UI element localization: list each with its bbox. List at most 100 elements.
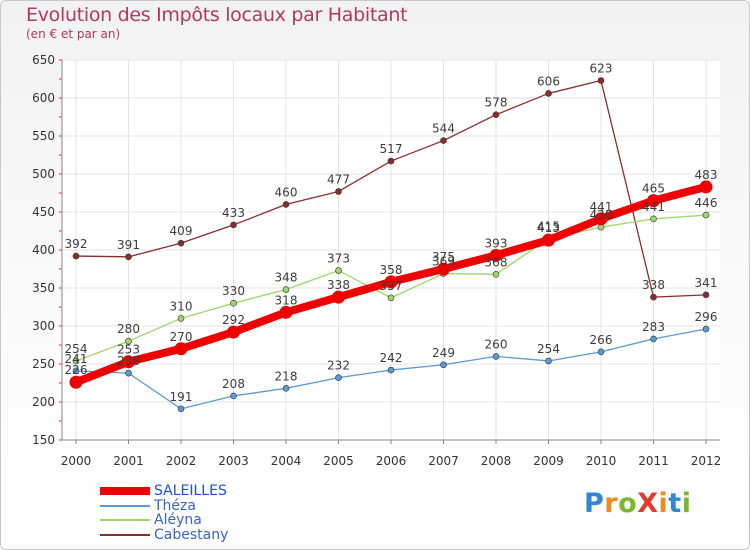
data-label-cabestany: 341 bbox=[695, 276, 718, 290]
data-label-aleyna: 369 bbox=[432, 255, 455, 269]
data-point-saleilles bbox=[489, 248, 503, 262]
data-label-theza: 218 bbox=[275, 369, 298, 383]
data-label-theza: 191 bbox=[170, 390, 193, 404]
data-point-theza bbox=[335, 374, 342, 381]
data-label-aleyna: 446 bbox=[695, 196, 718, 210]
data-point-saleilles bbox=[384, 275, 398, 289]
legend-label: Aléyna bbox=[154, 512, 202, 528]
x-tick-label: 2009 bbox=[533, 454, 564, 468]
data-point-theza bbox=[440, 361, 447, 369]
data-label-saleilles: 375 bbox=[432, 250, 455, 264]
x-tick-label: 2011 bbox=[638, 454, 669, 468]
data-point-saleilles bbox=[594, 212, 608, 226]
data-label-cabestany: 391 bbox=[117, 238, 140, 252]
x-tick-label: 2001 bbox=[113, 454, 144, 468]
data-point-cabestany bbox=[177, 239, 185, 247]
data-label-saleilles: 465 bbox=[642, 182, 665, 196]
y-tick-label: 300 bbox=[32, 319, 55, 333]
data-label-theza: 241 bbox=[65, 352, 88, 366]
data-label-theza: 296 bbox=[695, 310, 718, 324]
y-tick-label: 200 bbox=[32, 395, 55, 409]
data-label-aleyna: 430 bbox=[590, 208, 613, 222]
x-tick-label: 2008 bbox=[481, 454, 512, 468]
data-label-theza: 283 bbox=[642, 320, 665, 334]
data-point-saleilles bbox=[279, 305, 293, 319]
legend-swatch bbox=[100, 519, 150, 522]
data-point-cabestany bbox=[282, 201, 290, 208]
data-label-aleyna: 330 bbox=[222, 284, 245, 298]
legend-swatch bbox=[100, 533, 150, 536]
data-label-aleyna: 280 bbox=[117, 322, 140, 336]
data-point-cabestany bbox=[72, 252, 80, 260]
y-tick-label: 350 bbox=[32, 281, 55, 295]
data-point-theza bbox=[545, 357, 552, 365]
data-label-aleyna: 310 bbox=[170, 299, 193, 313]
data-point-theza bbox=[282, 385, 290, 392]
data-label-cabestany: 433 bbox=[222, 206, 245, 220]
data-label-theza: 254 bbox=[537, 342, 560, 356]
data-point-aleyna bbox=[335, 267, 342, 274]
data-point-aleyna bbox=[72, 357, 80, 365]
x-tick-label: 2002 bbox=[166, 454, 197, 468]
data-point-aleyna bbox=[282, 286, 290, 293]
data-label-theza: 242 bbox=[380, 351, 403, 365]
legend: SALEILLES Théza Aléyna Cabestany bbox=[100, 484, 228, 542]
data-point-theza bbox=[72, 367, 80, 375]
proxiti-logo: ProXiti bbox=[584, 488, 692, 519]
data-label-cabestany: 460 bbox=[275, 185, 298, 199]
data-label-cabestany: 623 bbox=[590, 62, 613, 76]
data-point-cabestany bbox=[597, 77, 605, 84]
data-label-cabestany: 392 bbox=[65, 237, 88, 251]
chart-subtitle: (en € et par an) bbox=[26, 27, 121, 41]
legend-label: SALEILLES bbox=[154, 483, 227, 499]
data-point-theza bbox=[492, 353, 500, 360]
data-label-cabestany: 606 bbox=[537, 74, 560, 88]
data-label-aleyna: 337 bbox=[380, 279, 403, 293]
data-point-theza bbox=[597, 348, 605, 356]
data-label-cabestany: 544 bbox=[432, 122, 455, 136]
data-label-saleilles: 393 bbox=[485, 236, 508, 250]
data-point-saleilles bbox=[174, 342, 188, 356]
data-label-saleilles: 253 bbox=[117, 343, 140, 357]
data-label-aleyna: 368 bbox=[485, 255, 508, 269]
legend-item: Théza bbox=[100, 498, 228, 514]
y-tick-label: 250 bbox=[32, 357, 55, 371]
legend-swatch bbox=[100, 504, 150, 507]
data-point-saleilles bbox=[437, 262, 450, 276]
y-tick-label: 650 bbox=[32, 53, 55, 67]
data-point-aleyna bbox=[387, 294, 395, 302]
x-tick-label: 2003 bbox=[218, 454, 249, 468]
data-point-cabestany bbox=[125, 253, 132, 261]
data-label-aleyna: 415 bbox=[537, 220, 560, 234]
x-tick-label: 2006 bbox=[376, 454, 407, 468]
data-label-theza: 208 bbox=[222, 377, 245, 391]
data-point-theza bbox=[702, 325, 710, 333]
data-point-saleilles bbox=[69, 375, 83, 389]
data-label-saleilles: 292 bbox=[222, 313, 245, 327]
data-label-aleyna: 441 bbox=[642, 200, 665, 214]
data-point-cabestany bbox=[650, 293, 657, 301]
data-label-cabestany: 409 bbox=[170, 224, 193, 238]
x-tick-label: 2004 bbox=[271, 454, 302, 468]
data-label-aleyna: 348 bbox=[275, 271, 298, 285]
y-tick-label: 150 bbox=[32, 433, 55, 447]
data-label-theza: 260 bbox=[485, 337, 508, 351]
data-point-theza bbox=[230, 392, 237, 400]
data-label-cabestany: 578 bbox=[485, 96, 508, 110]
data-point-cabestany bbox=[230, 221, 237, 229]
legend-item: Aléyna bbox=[100, 513, 228, 528]
y-tick-label: 500 bbox=[32, 167, 55, 181]
data-point-theza bbox=[177, 405, 185, 413]
y-tick-label: 450 bbox=[32, 205, 55, 219]
y-tick-label: 400 bbox=[32, 243, 55, 257]
data-point-aleyna bbox=[230, 299, 237, 307]
data-label-theza: 266 bbox=[590, 333, 613, 347]
y-tick-label: 600 bbox=[32, 91, 55, 105]
data-label-saleilles: 318 bbox=[275, 293, 298, 307]
data-point-aleyna bbox=[702, 211, 710, 219]
chart-title: Evolution des Impôts locaux par Habitant bbox=[26, 4, 408, 26]
legend-item: SALEILLES bbox=[100, 484, 228, 499]
x-tick-label: 2012 bbox=[691, 454, 722, 468]
data-label-saleilles: 338 bbox=[327, 278, 350, 292]
